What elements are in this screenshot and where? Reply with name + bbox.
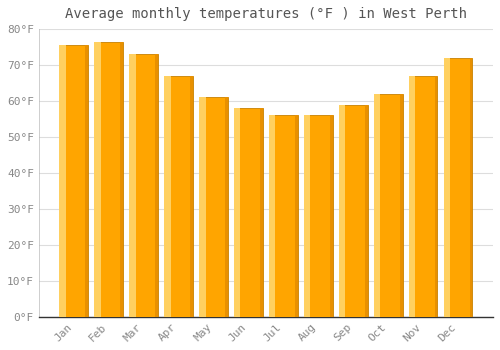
Bar: [269, 116, 298, 317]
Bar: [304, 116, 332, 317]
Bar: [155, 54, 158, 317]
Bar: [364, 105, 368, 317]
Bar: [199, 97, 228, 317]
Bar: [120, 42, 123, 317]
Bar: [374, 94, 402, 317]
Bar: [234, 108, 263, 317]
Bar: [225, 97, 228, 317]
Bar: [295, 116, 298, 317]
Bar: [374, 94, 380, 317]
Bar: [94, 42, 100, 317]
Bar: [60, 45, 88, 317]
Bar: [130, 54, 136, 317]
Bar: [330, 116, 332, 317]
Bar: [60, 45, 66, 317]
Bar: [444, 58, 472, 317]
Bar: [409, 76, 415, 317]
Bar: [164, 76, 193, 317]
Bar: [339, 105, 345, 317]
Bar: [339, 105, 368, 317]
Bar: [190, 76, 193, 317]
Bar: [234, 108, 240, 317]
Bar: [199, 97, 205, 317]
Bar: [409, 76, 438, 317]
Bar: [164, 76, 170, 317]
Bar: [444, 58, 450, 317]
Bar: [130, 54, 158, 317]
Title: Average monthly temperatures (°F ) in West Perth: Average monthly temperatures (°F ) in We…: [65, 7, 467, 21]
Bar: [470, 58, 472, 317]
Bar: [434, 76, 438, 317]
Bar: [269, 116, 276, 317]
Bar: [400, 94, 402, 317]
Bar: [304, 116, 310, 317]
Bar: [260, 108, 263, 317]
Bar: [94, 42, 123, 317]
Bar: [85, 45, 88, 317]
